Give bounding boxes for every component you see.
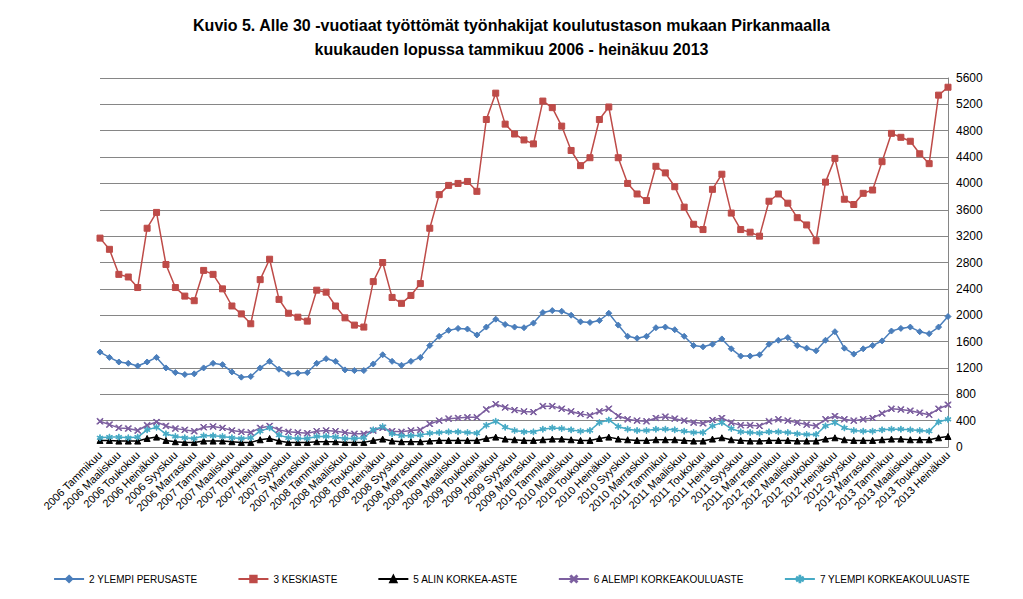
svg-text:2011 Maaliskuu: 2011 Maaliskuu <box>626 448 689 512</box>
svg-text:2010 Tammikuu: 2010 Tammikuu <box>493 448 557 512</box>
svg-text:7 YLEMPI KORKEAKOULUASTE: 7 YLEMPI KORKEAKOULUASTE <box>820 574 970 585</box>
svg-text:2006 Syyskuu: 2006 Syyskuu <box>122 448 180 506</box>
svg-text:2009 Tammikuu: 2009 Tammikuu <box>380 448 444 512</box>
svg-text:2006 Maaliskuu: 2006 Maaliskuu <box>60 448 124 512</box>
svg-text:2007 Syyskuu: 2007 Syyskuu <box>235 448 293 506</box>
svg-text:2011 Syyskuu: 2011 Syyskuu <box>688 448 745 506</box>
svg-text:2008 Heinäkuu: 2008 Heinäkuu <box>326 448 387 510</box>
svg-text:2006 Toukokuu: 2006 Toukokuu <box>80 448 142 510</box>
svg-text:2 YLEMPI PERUSASTE: 2 YLEMPI PERUSASTE <box>89 574 198 585</box>
svg-text:3 KESKIASTE: 3 KESKIASTE <box>273 574 337 585</box>
svg-text:2011 Toukokuu: 2011 Toukokuu <box>646 448 708 510</box>
svg-text:2011 Tammikuu: 2011 Tammikuu <box>607 448 670 512</box>
svg-text:5200: 5200 <box>956 97 983 111</box>
svg-text:2013 Heinäkuu: 2013 Heinäkuu <box>891 449 952 510</box>
svg-text:2013 Maaliskuu: 2013 Maaliskuu <box>851 448 915 512</box>
svg-text:2011 Heinäkuu: 2011 Heinäkuu <box>665 448 727 509</box>
svg-text:0: 0 <box>956 440 963 454</box>
svg-text:2008 Tammikuu: 2008 Tammikuu <box>267 448 331 512</box>
svg-text:2008 Toukokuu: 2008 Toukokuu <box>307 448 369 510</box>
svg-text:3200: 3200 <box>956 229 983 243</box>
svg-text:400: 400 <box>956 414 976 428</box>
svg-text:2013 Tammikuu: 2013 Tammikuu <box>832 448 896 512</box>
svg-text:kuukauden lopussa tammikuu 200: kuukauden lopussa tammikuu 2006 - heinäk… <box>315 41 709 58</box>
svg-text:2012 Heinäkuu: 2012 Heinäkuu <box>778 448 840 510</box>
svg-text:2006 Tammikuu: 2006 Tammikuu <box>41 448 105 512</box>
svg-text:2012 Maaliskuu: 2012 Maaliskuu <box>738 448 802 512</box>
svg-text:4400: 4400 <box>956 150 983 164</box>
svg-text:2008 Maaliskuu: 2008 Maaliskuu <box>286 448 350 512</box>
svg-text:2011 Marraskuu: 2011 Marraskuu <box>699 448 764 513</box>
svg-text:2007 Toukokuu: 2007 Toukokuu <box>194 448 255 510</box>
svg-text:6 ALEMPI KORKEAKOULUASTE: 6 ALEMPI KORKEAKOULUASTE <box>594 574 744 585</box>
svg-text:2012 Syyskuu: 2012 Syyskuu <box>800 448 858 506</box>
svg-text:2010 Maaliskuu: 2010 Maaliskuu <box>512 448 576 512</box>
svg-text:1200: 1200 <box>956 361 983 375</box>
svg-text:2010 Marraskuu: 2010 Marraskuu <box>586 448 651 514</box>
svg-text:2009 Marraskuu: 2009 Marraskuu <box>473 448 538 514</box>
svg-text:2006 Marraskuu: 2006 Marraskuu <box>133 448 199 514</box>
svg-text:2008 Syyskuu: 2008 Syyskuu <box>348 448 406 506</box>
svg-text:2012 Marraskuu: 2012 Marraskuu <box>812 448 877 514</box>
svg-text:5600: 5600 <box>956 71 983 85</box>
svg-text:2007 Tammikuu: 2007 Tammikuu <box>154 448 218 512</box>
svg-text:3600: 3600 <box>956 203 983 217</box>
svg-text:2008 Marraskuu: 2008 Marraskuu <box>360 448 425 514</box>
svg-text:2007 Maaliskuu: 2007 Maaliskuu <box>173 448 237 512</box>
svg-text:2010 Syyskuu: 2010 Syyskuu <box>574 448 632 506</box>
svg-text:2012 Tammikuu: 2012 Tammikuu <box>719 448 783 512</box>
svg-text:2009 Toukokuu: 2009 Toukokuu <box>420 448 482 510</box>
svg-text:2006 Heinäkuu: 2006 Heinäkuu <box>100 448 161 510</box>
svg-text:2013 Toukokuu: 2013 Toukokuu <box>872 448 934 510</box>
svg-text:2009 Syyskuu: 2009 Syyskuu <box>461 448 519 506</box>
svg-text:4000: 4000 <box>956 176 983 190</box>
svg-text:4800: 4800 <box>956 124 983 138</box>
svg-text:2009 Maaliskuu: 2009 Maaliskuu <box>399 448 463 512</box>
svg-text:2010 Toukokuu: 2010 Toukokuu <box>533 448 595 510</box>
svg-text:2800: 2800 <box>956 256 983 270</box>
svg-text:1600: 1600 <box>956 335 983 349</box>
svg-text:5 ALIN KORKEA-ASTE: 5 ALIN KORKEA-ASTE <box>413 574 517 585</box>
svg-text:2009 Heinäkuu: 2009 Heinäkuu <box>439 448 500 510</box>
svg-text:Kuvio 5. Alle 30 -vuotiaat työ: Kuvio 5. Alle 30 -vuotiaat työttömät työ… <box>193 17 830 34</box>
svg-text:2012 Toukokuu: 2012 Toukokuu <box>759 448 821 510</box>
svg-text:800: 800 <box>956 387 976 401</box>
svg-text:2010 Heinäkuu: 2010 Heinäkuu <box>552 448 613 510</box>
svg-text:2007 Marraskuu: 2007 Marraskuu <box>246 448 312 514</box>
svg-text:2007 Heinäkuu: 2007 Heinäkuu <box>213 448 274 510</box>
svg-text:2400: 2400 <box>956 282 983 296</box>
svg-text:2000: 2000 <box>956 308 983 322</box>
